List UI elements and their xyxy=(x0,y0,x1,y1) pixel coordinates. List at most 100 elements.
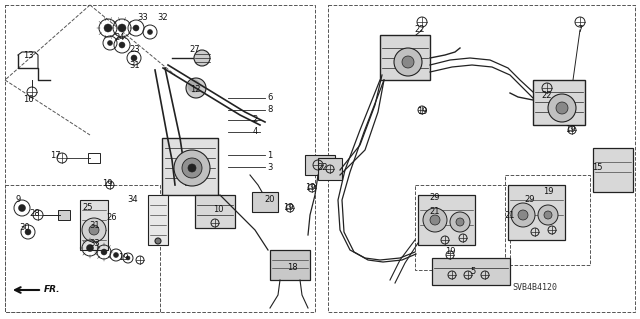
Circle shape xyxy=(194,50,210,66)
Text: 18: 18 xyxy=(287,263,298,271)
Circle shape xyxy=(188,80,200,92)
Bar xyxy=(162,138,218,195)
Bar xyxy=(5,5,315,312)
Bar xyxy=(270,250,310,280)
Circle shape xyxy=(86,244,93,251)
Text: 34: 34 xyxy=(128,196,138,204)
Text: 27: 27 xyxy=(189,46,200,55)
Text: 6: 6 xyxy=(268,93,273,102)
Text: 19: 19 xyxy=(118,254,128,263)
Text: 33: 33 xyxy=(90,239,100,248)
Circle shape xyxy=(133,25,139,31)
Bar xyxy=(5,185,160,312)
Bar xyxy=(593,148,633,192)
Text: 31: 31 xyxy=(130,61,140,70)
Bar xyxy=(305,155,335,175)
Circle shape xyxy=(538,205,558,225)
Text: 19: 19 xyxy=(564,125,575,135)
Text: 30: 30 xyxy=(20,224,30,233)
Bar xyxy=(318,158,342,180)
Bar xyxy=(148,195,168,245)
Circle shape xyxy=(186,78,206,98)
Text: 23: 23 xyxy=(130,46,140,55)
Bar xyxy=(533,80,585,125)
Text: 32: 32 xyxy=(157,13,168,23)
Text: 22: 22 xyxy=(541,91,552,100)
Circle shape xyxy=(182,158,202,178)
Text: 22: 22 xyxy=(415,26,425,34)
Text: 15: 15 xyxy=(592,164,602,173)
Circle shape xyxy=(101,249,107,255)
Bar xyxy=(88,153,100,163)
Circle shape xyxy=(511,203,535,227)
Text: 26: 26 xyxy=(107,213,117,222)
Bar xyxy=(58,210,70,220)
Text: 17: 17 xyxy=(50,151,60,160)
Circle shape xyxy=(544,211,552,219)
Circle shape xyxy=(126,256,130,260)
Circle shape xyxy=(108,41,113,46)
Text: 12: 12 xyxy=(189,85,200,94)
Bar xyxy=(328,5,635,312)
Text: 10: 10 xyxy=(212,205,223,214)
Text: 19: 19 xyxy=(417,108,428,116)
Circle shape xyxy=(402,56,414,68)
Circle shape xyxy=(518,210,528,220)
Text: FR.: FR. xyxy=(44,286,61,294)
Circle shape xyxy=(119,42,125,48)
Text: SVB4B4120: SVB4B4120 xyxy=(513,284,557,293)
Text: 20: 20 xyxy=(265,196,275,204)
Text: 19: 19 xyxy=(305,183,316,192)
Text: 19: 19 xyxy=(283,204,293,212)
Text: 1: 1 xyxy=(268,151,273,160)
Text: 24: 24 xyxy=(115,33,125,42)
Bar xyxy=(432,258,510,285)
Text: 4: 4 xyxy=(252,128,258,137)
Text: 28: 28 xyxy=(29,209,40,218)
Text: 19: 19 xyxy=(543,188,553,197)
Circle shape xyxy=(174,150,210,186)
Text: 21: 21 xyxy=(429,207,440,217)
Text: 29: 29 xyxy=(429,194,440,203)
Circle shape xyxy=(147,29,152,34)
Text: 31: 31 xyxy=(90,220,100,229)
Bar xyxy=(80,200,108,250)
Bar xyxy=(418,195,475,245)
Circle shape xyxy=(19,204,26,211)
Circle shape xyxy=(423,208,447,232)
Text: 13: 13 xyxy=(22,50,33,60)
Bar xyxy=(195,195,235,228)
Text: 5: 5 xyxy=(470,268,476,277)
Text: 19: 19 xyxy=(102,179,112,188)
Circle shape xyxy=(89,225,99,235)
Circle shape xyxy=(556,102,568,114)
Bar xyxy=(505,175,590,265)
Bar xyxy=(415,185,510,270)
Bar xyxy=(380,35,430,80)
Text: 29: 29 xyxy=(525,196,535,204)
Circle shape xyxy=(25,229,31,235)
Bar xyxy=(508,185,565,240)
Text: 21: 21 xyxy=(505,211,515,219)
Bar xyxy=(252,192,278,212)
Circle shape xyxy=(82,218,106,242)
Circle shape xyxy=(430,215,440,225)
Circle shape xyxy=(548,94,576,122)
Text: 2: 2 xyxy=(252,115,258,124)
Text: 8: 8 xyxy=(268,106,273,115)
Text: 7: 7 xyxy=(577,26,582,34)
Text: 19: 19 xyxy=(445,248,455,256)
Text: 9: 9 xyxy=(15,196,20,204)
Circle shape xyxy=(394,48,422,76)
Circle shape xyxy=(104,24,112,32)
Text: 25: 25 xyxy=(83,204,93,212)
Circle shape xyxy=(113,253,118,257)
Text: 16: 16 xyxy=(22,95,33,105)
Text: 22: 22 xyxy=(317,164,328,173)
Text: 3: 3 xyxy=(268,162,273,172)
Circle shape xyxy=(118,24,126,32)
Text: 33: 33 xyxy=(138,13,148,23)
Circle shape xyxy=(131,55,137,61)
Circle shape xyxy=(456,218,464,226)
Circle shape xyxy=(155,238,161,244)
